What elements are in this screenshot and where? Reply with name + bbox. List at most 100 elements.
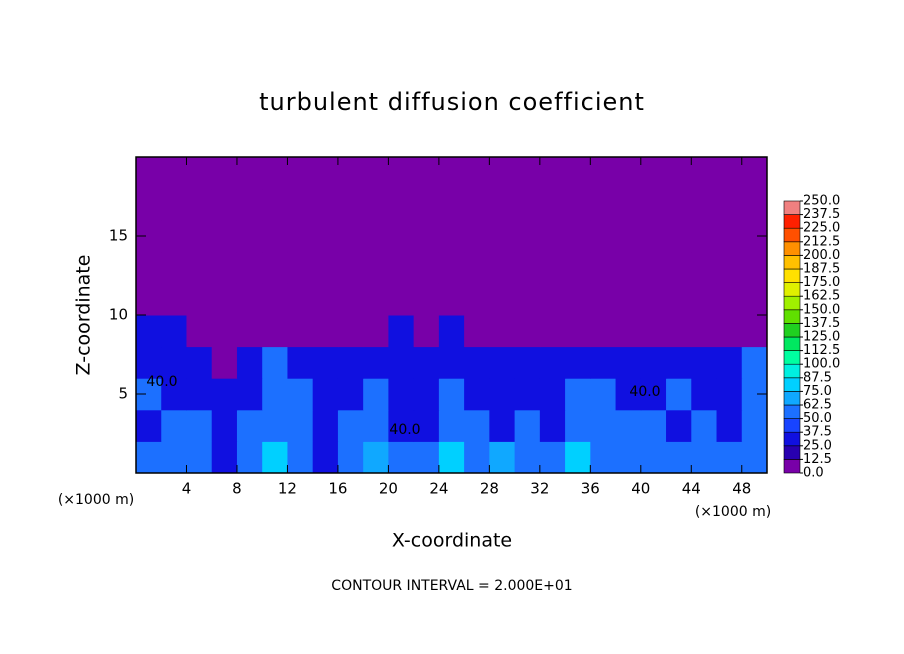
heat-cell <box>590 251 617 284</box>
heat-cell <box>615 315 642 348</box>
heat-cell <box>287 220 314 253</box>
heat-cell <box>211 157 238 190</box>
heat-cell <box>691 157 718 190</box>
colorbar-label: 125.0 <box>803 330 840 345</box>
heat-cell <box>565 409 591 442</box>
colorbar-label: 237.5 <box>803 207 840 222</box>
heat-cell <box>413 251 440 284</box>
heat-cell <box>741 251 768 284</box>
heat-cell <box>615 346 642 379</box>
heat-cell <box>287 315 314 348</box>
heat-cell <box>161 283 187 316</box>
colorbar-segment <box>783 445 801 460</box>
heat-cell <box>565 346 591 379</box>
heat-cell <box>590 346 617 379</box>
heat-cell <box>691 378 718 411</box>
heat-cell <box>741 346 768 379</box>
heat-cell <box>161 315 187 348</box>
heat-cell <box>590 441 617 474</box>
heat-cell <box>565 441 591 474</box>
heat-cell <box>413 220 440 253</box>
heat-cell <box>211 441 238 474</box>
heat-cell <box>716 251 743 284</box>
heat-cell <box>413 378 440 411</box>
heat-cell <box>363 378 389 411</box>
heat-cell <box>413 188 440 221</box>
x-tick-label: 48 <box>732 480 751 498</box>
heat-cell <box>236 346 263 379</box>
heat-cell <box>666 188 692 221</box>
colorbar-segment <box>783 363 801 379</box>
heat-cell <box>464 378 490 411</box>
heat-cell <box>262 378 288 411</box>
heat-cell <box>363 220 389 253</box>
heat-cell <box>489 315 516 348</box>
heat-cell <box>565 157 591 190</box>
heat-cell <box>211 220 238 253</box>
heat-cell <box>236 283 263 316</box>
heat-cell <box>741 157 768 190</box>
heat-cell <box>539 283 566 316</box>
heat-cell <box>489 378 516 411</box>
heat-cell <box>312 378 339 411</box>
heat-cell <box>186 409 213 442</box>
heat-cell <box>211 315 238 348</box>
heat-cell <box>691 409 718 442</box>
x-tick-label: 24 <box>429 480 448 498</box>
heat-cell <box>312 409 339 442</box>
heat-cell <box>716 188 743 221</box>
colorbar-label: 225.0 <box>803 221 840 236</box>
heat-cell <box>211 378 238 411</box>
heat-cell <box>565 220 591 253</box>
heat-cell <box>539 441 566 474</box>
heat-cell <box>388 378 415 411</box>
colorbar-segment <box>783 309 801 324</box>
heat-cell <box>161 409 187 442</box>
heat-cell <box>489 220 516 253</box>
heat-cell <box>236 315 263 348</box>
x-unit: (×1000 m) <box>695 504 771 520</box>
heat-cell <box>716 409 743 442</box>
colorbar-segment <box>783 282 801 297</box>
heat-cell <box>716 441 743 474</box>
heat-cell <box>312 220 339 253</box>
heat-cell <box>236 220 263 253</box>
colorbar-label: 50.0 <box>803 411 832 426</box>
heat-cell <box>388 220 415 253</box>
colorbar-segment <box>783 404 801 419</box>
contour-label: 40.0 <box>389 422 420 438</box>
colorbar-label: 137.5 <box>803 316 840 331</box>
heat-cell <box>287 188 314 221</box>
heat-cell <box>262 441 288 474</box>
heat-cell <box>691 220 718 253</box>
heat-cell <box>489 251 516 284</box>
heat-cell <box>186 315 213 348</box>
x-tick-label: 40 <box>631 480 650 498</box>
heat-cell <box>464 441 490 474</box>
heat-cell <box>489 188 516 221</box>
heat-cell <box>262 283 288 316</box>
heat-cell <box>312 315 339 348</box>
heat-cell <box>337 157 364 190</box>
heat-cell <box>186 283 213 316</box>
colorbar-segment <box>783 227 801 243</box>
heat-cell <box>565 283 591 316</box>
heat-cell <box>565 315 591 348</box>
heat-cell <box>236 378 263 411</box>
heat-cell <box>615 157 642 190</box>
heat-cell <box>489 157 516 190</box>
heat-cell <box>640 409 667 442</box>
heat-cell <box>312 441 339 474</box>
heat-cell <box>691 283 718 316</box>
heat-cell <box>161 378 187 411</box>
heat-cell <box>741 315 768 348</box>
heat-cell <box>287 157 314 190</box>
heat-cell <box>236 441 263 474</box>
colorbar-label: 75.0 <box>803 384 832 399</box>
heat-cell <box>312 346 339 379</box>
heat-cell <box>640 441 667 474</box>
heat-cell <box>363 188 389 221</box>
colorbar-segment <box>783 241 801 256</box>
heat-cell <box>514 315 541 348</box>
